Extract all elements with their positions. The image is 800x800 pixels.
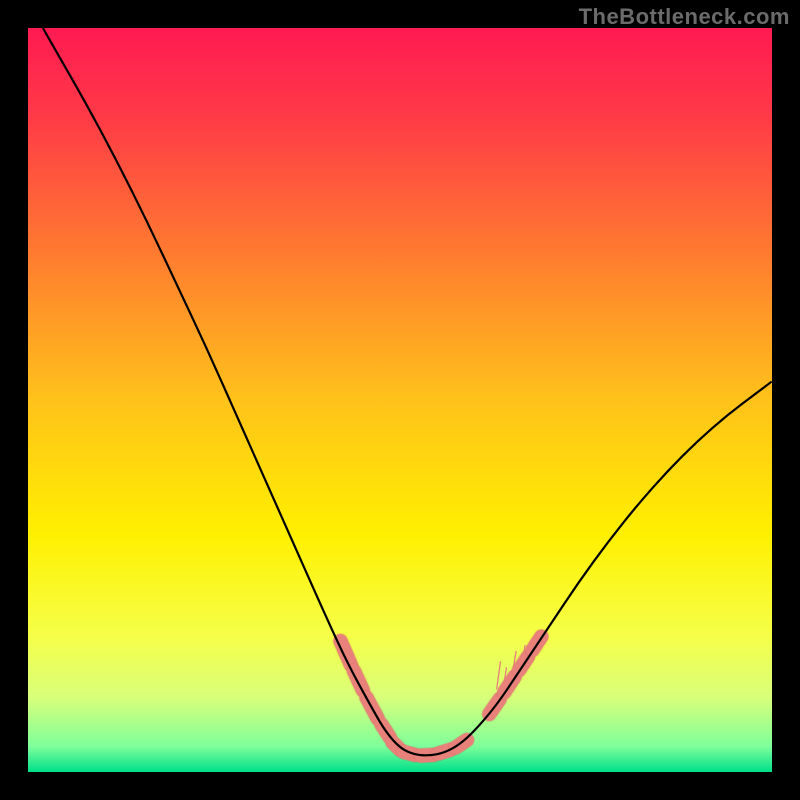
chart-frame: TheBottleneck.com (0, 0, 800, 800)
watermark-label: TheBottleneck.com (579, 4, 790, 30)
chart-plot-area (28, 28, 772, 772)
chart-svg-wrap (0, 0, 800, 800)
chart-svg (0, 0, 800, 800)
